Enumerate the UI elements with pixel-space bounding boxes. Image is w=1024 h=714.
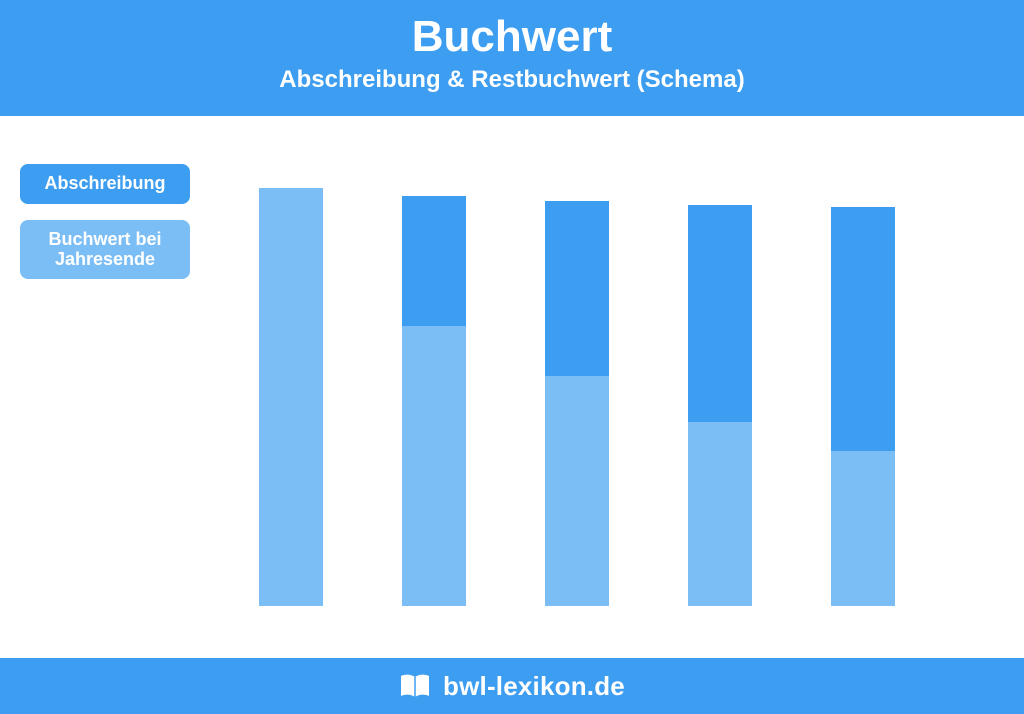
bar-4-buchwert (831, 451, 895, 606)
bar-0 (259, 156, 323, 606)
page-title: Buchwert (0, 14, 1024, 60)
bar-2 (545, 156, 609, 606)
bar-group (190, 156, 934, 606)
bar-1-buchwert (402, 326, 466, 606)
bar-4 (831, 156, 895, 606)
bar-4-abschreibung (831, 207, 895, 452)
bar-3-abschreibung (688, 205, 752, 422)
page-root: Buchwert Abschreibung & Restbuchwert (Sc… (0, 0, 1024, 714)
bar-0-buchwert (259, 188, 323, 606)
bar-1 (402, 156, 466, 606)
footer: bwl-lexikon.de (0, 658, 1024, 714)
page-subtitle: Abschreibung & Restbuchwert (Schema) (0, 66, 1024, 94)
legend-item-abschreibung: Abschreibung (20, 164, 190, 204)
header: Buchwert Abschreibung & Restbuchwert (Sc… (0, 0, 1024, 116)
bar-3-buchwert (688, 422, 752, 606)
chart-area: Abschreibung Buchwert bei Jahresende (0, 116, 1024, 646)
bar-2-abschreibung (545, 201, 609, 377)
open-book-icon (399, 672, 431, 700)
gap (0, 646, 1024, 656)
bar-3 (688, 156, 752, 606)
bar-2-buchwert (545, 376, 609, 606)
footer-brand-text: bwl-lexikon.de (443, 671, 625, 702)
legend: Abschreibung Buchwert bei Jahresende (20, 164, 190, 606)
bar-1-abschreibung (402, 196, 466, 326)
legend-item-buchwert: Buchwert bei Jahresende (20, 220, 190, 280)
